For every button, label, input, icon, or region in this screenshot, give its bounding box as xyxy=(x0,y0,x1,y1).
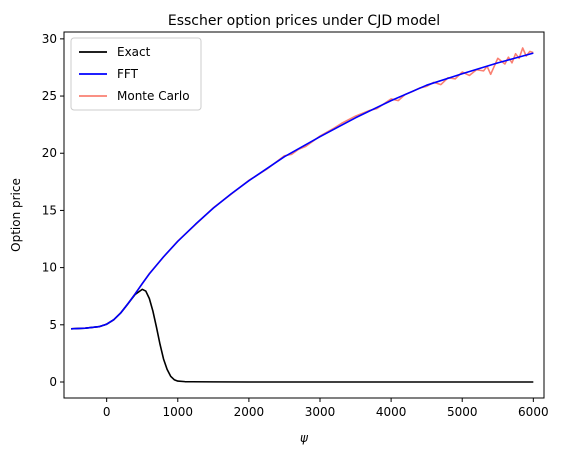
x-axis-ticks: 0 1000 2000 3000 4000 5000 6000 xyxy=(103,398,549,419)
legend-label: Monte Carlo xyxy=(117,89,190,103)
legend-label: FFT xyxy=(117,67,139,81)
y-tick-label: 15 xyxy=(42,203,57,217)
x-tick-label: 0 xyxy=(103,405,111,419)
legend-box xyxy=(70,37,202,111)
x-tick-label: 1000 xyxy=(163,405,194,419)
x-tick-label: 5000 xyxy=(447,405,478,419)
x-tick-label: 4000 xyxy=(376,405,407,419)
x-tick-label: 3000 xyxy=(305,405,336,419)
x-axis-title: ψ xyxy=(300,431,309,445)
y-axis-title: Option price xyxy=(9,178,23,252)
y-tick-label: 5 xyxy=(49,318,57,332)
legend-label: Exact xyxy=(117,45,151,59)
y-tick-label: 10 xyxy=(42,261,57,275)
plot-area-frame xyxy=(63,31,545,399)
y-axis-ticks: 0 5 10 15 20 25 30 xyxy=(42,32,64,389)
chart-title: Esscher option prices under CJD model xyxy=(168,13,440,29)
x-tick-label: 2000 xyxy=(234,405,265,419)
series-layer xyxy=(71,47,534,383)
x-tick-label: 6000 xyxy=(518,405,549,419)
y-tick-label: 0 xyxy=(49,375,57,389)
series-line-fft xyxy=(71,52,534,330)
series-line-exact xyxy=(71,288,534,383)
y-tick-label: 20 xyxy=(42,146,57,160)
y-tick-label: 30 xyxy=(42,32,57,46)
legend: Exact FFT Monte Carlo xyxy=(70,37,202,111)
y-tick-label: 25 xyxy=(42,89,57,103)
